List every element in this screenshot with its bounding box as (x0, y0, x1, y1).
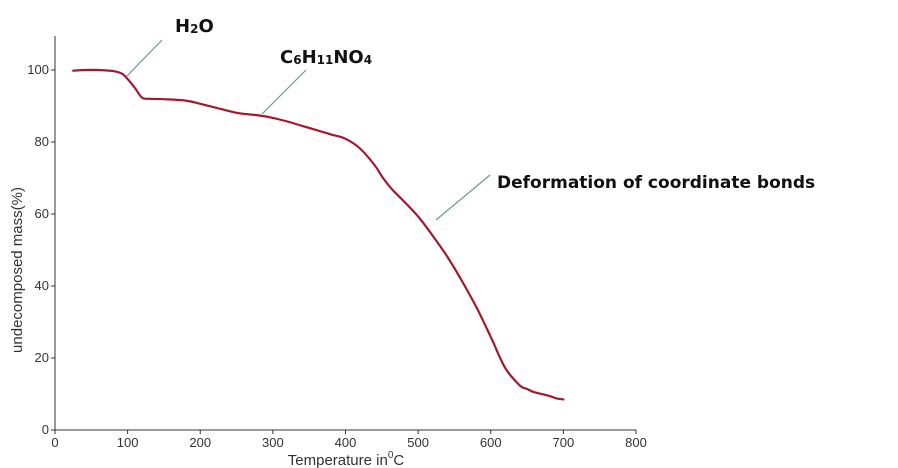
x-ticks: 0 100 200 300 400 500 600 700 800 (51, 430, 647, 450)
annotation-c6h11no4: C6H11NO4 (261, 47, 372, 115)
annotation-h2o: H2O (126, 16, 214, 77)
mass-loss-curve (72, 68, 565, 401)
annotation-deformation-label: Deformation of coordinate bonds (497, 173, 815, 193)
x-tick-label: 500 (407, 435, 429, 450)
axes (54, 36, 636, 431)
y-tick-label: 100 (27, 62, 49, 77)
y-tick-label: 20 (35, 350, 49, 365)
annotation-deformation-leader (435, 174, 491, 221)
y-tick-label: 80 (35, 134, 49, 149)
x-tick-label: 800 (625, 435, 647, 450)
x-axis-title: Temperature in0C (288, 450, 405, 468)
y-tick-label: 40 (35, 278, 49, 293)
x-tick-label: 300 (262, 435, 284, 450)
x-tick-label: 600 (480, 435, 502, 450)
y-ticks: 0 20 40 60 80 100 (27, 62, 55, 437)
x-tick-label: 100 (117, 435, 139, 450)
x-tick-label: 700 (553, 435, 575, 450)
x-tick-label: 0 (51, 435, 58, 450)
y-tick-label: 60 (35, 206, 49, 221)
x-tick-label: 400 (335, 435, 357, 450)
y-axis-title: undecomposed mass(%) (9, 187, 26, 353)
annotation-c6h11no4-leader (261, 69, 307, 115)
x-tick-label: 200 (189, 435, 211, 450)
annotation-h2o-leader (126, 39, 163, 77)
annotation-deformation: Deformation of coordinate bonds (435, 173, 815, 221)
annotation-c6h11no4-label: C6H11NO4 (280, 47, 372, 68)
annotation-h2o-label: H2O (175, 16, 214, 37)
y-tick-label: 0 (42, 422, 49, 437)
